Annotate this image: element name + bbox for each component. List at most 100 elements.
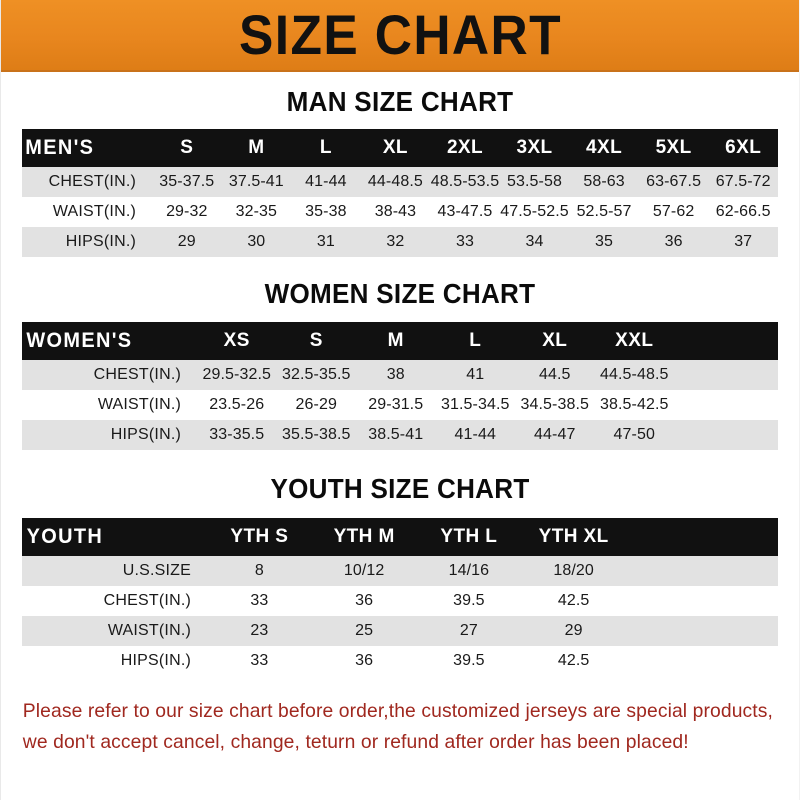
women-measurement-cell: 44.5-48.5 — [594, 360, 674, 390]
youth-measurement-cell: 39.5 — [416, 586, 522, 616]
men-size-header-5: 2XL — [446, 137, 483, 158]
men-measurement-cell: 62-66.5 — [708, 197, 778, 227]
women-size-header-4: L — [469, 330, 482, 351]
youth-size-table: YOUTH YTH S YTH M YTH L YTH XL U.S.SIZE 8 10/… — [22, 518, 778, 676]
women-measurement-cell: 35.5-38.5 — [276, 420, 356, 450]
men-row-label: WAIST(IN.) — [22, 197, 152, 227]
men-measurement-cell: 47.5-52.5 — [499, 197, 570, 227]
women-measurement-cell: 31.5-34.5 — [435, 390, 515, 420]
women-measurement-cell: 29.5-32.5 — [197, 360, 277, 390]
youth-header-filler — [626, 518, 778, 556]
women-table-body: CHEST(IN.) 29.5-32.5 32.5-35.5 38 41 44.5 44.5… — [22, 360, 778, 450]
men-measurement-cell: 35-38 — [291, 197, 361, 227]
women-header-row: WOMEN'S XS S M L XL XXL — [22, 322, 778, 360]
women-size-header-2: S — [309, 330, 323, 351]
youth-measurement-cell: 39.5 — [416, 646, 522, 676]
women-row-header-label: WOMEN'S — [26, 329, 133, 352]
women-measurement-cell: 41 — [435, 360, 515, 390]
table-row: CHEST(IN.) 35-37.5 37.5-41 41-44 44-48.5 48.5… — [22, 167, 778, 197]
youth-measurement-cell: 33 — [207, 646, 312, 676]
women-row-label: HIPS(IN.) — [22, 420, 197, 450]
youth-row-label: WAIST(IN.) — [22, 616, 207, 646]
men-size-header-6: 3XL — [516, 137, 553, 158]
youth-cell-filler — [626, 646, 778, 676]
men-measurement-cell: 58-63 — [569, 167, 639, 197]
women-size-header-1: XS — [223, 330, 250, 351]
youth-header-row: YOUTH YTH S YTH M YTH L YTH XL — [22, 518, 778, 556]
men-measurement-cell: 34 — [499, 227, 570, 257]
table-row: HIPS(IN.) 33 36 39.5 42.5 — [22, 646, 778, 676]
women-measurement-cell: 29-31.5 — [356, 390, 436, 420]
men-measurement-cell: 41-44 — [291, 167, 361, 197]
women-measurement-cell: 41-44 — [435, 420, 515, 450]
youth-table-body: U.S.SIZE 8 10/12 14/16 18/20 CHEST(IN.) 33 36 39… — [22, 556, 778, 676]
men-section-title: MAN SIZE CHART — [286, 86, 514, 117]
youth-measurement-cell: 42.5 — [521, 646, 626, 676]
men-size-table: MEN'S S M L XL 2XL 3XL 4XL 5XL 6XL CHEST(IN.) 35-… — [22, 129, 778, 257]
men-measurement-cell: 67.5-72 — [708, 167, 778, 197]
youth-size-header-3: YTH L — [440, 526, 498, 547]
women-section-title: WOMEN SIZE CHART — [264, 278, 536, 309]
women-measurement-cell: 44-47 — [515, 420, 595, 450]
order-policy-note-line-2: we don't accept cancel, change, teturn o… — [22, 731, 689, 753]
men-size-header-8: 5XL — [655, 137, 692, 158]
youth-measurement-cell: 42.5 — [521, 586, 626, 616]
women-size-header-6: XXL — [615, 330, 654, 351]
table-row: WAIST(IN.) 23 25 27 29 — [22, 616, 778, 646]
youth-cell-filler — [626, 616, 778, 646]
men-measurement-cell: 37.5-41 — [221, 167, 292, 197]
women-measurement-cell: 32.5-35.5 — [276, 360, 356, 390]
youth-row-label: HIPS(IN.) — [22, 646, 207, 676]
youth-row-label: U.S.SIZE — [22, 556, 207, 586]
table-row: CHEST(IN.) 29.5-32.5 32.5-35.5 38 41 44.5 44.5… — [22, 360, 778, 390]
youth-cell-filler — [626, 556, 778, 586]
women-cell-filler — [674, 360, 778, 390]
page-title: SIZE CHART — [238, 3, 562, 66]
men-header-row: MEN'S S M L XL 2XL 3XL 4XL 5XL 6XL — [22, 129, 778, 167]
women-header-filler — [674, 322, 778, 360]
table-row: CHEST(IN.) 33 36 39.5 42.5 — [22, 586, 778, 616]
women-size-table: WOMEN'S XS S M L XL XXL CHEST(IN.) 29.5-32.5 32… — [22, 322, 778, 450]
women-measurement-cell: 38.5-42.5 — [594, 390, 674, 420]
youth-size-header-1: YTH S — [230, 526, 289, 547]
men-measurement-cell: 53.5-58 — [499, 167, 570, 197]
men-measurement-cell: 48.5-53.5 — [430, 167, 500, 197]
men-size-header-7: 4XL — [586, 137, 623, 158]
women-row-label: CHEST(IN.) — [22, 360, 197, 390]
women-table-head: WOMEN'S XS S M L XL XXL — [22, 322, 778, 360]
youth-size-header-4: YTH XL — [538, 526, 609, 547]
women-measurement-cell: 44.5 — [515, 360, 595, 390]
order-policy-note: Please refer to our size chart before or… — [1, 696, 791, 758]
women-cell-filler — [674, 420, 778, 450]
men-row-header-label: MEN'S — [25, 136, 95, 159]
women-cell-filler — [674, 390, 778, 420]
men-measurement-cell: 44-48.5 — [360, 167, 431, 197]
women-measurement-cell: 26-29 — [276, 390, 356, 420]
table-row: WAIST(IN.) 23.5-26 26-29 29-31.5 31.5-34.5 34… — [22, 390, 778, 420]
youth-measurement-cell: 25 — [311, 616, 417, 646]
table-row: HIPS(IN.) 33-35.5 35.5-38.5 38.5-41 41-44 44-… — [22, 420, 778, 450]
youth-measurement-cell: 8 — [207, 556, 312, 586]
youth-section-title: YOUTH SIZE CHART — [270, 473, 530, 504]
youth-measurement-cell: 27 — [416, 616, 522, 646]
men-measurement-cell: 33 — [430, 227, 500, 257]
youth-size-header-2: YTH M — [333, 526, 395, 547]
women-measurement-cell: 34.5-38.5 — [515, 390, 595, 420]
men-measurement-cell: 43-47.5 — [430, 197, 500, 227]
men-size-header-2: M — [248, 137, 265, 158]
women-measurement-cell: 38 — [356, 360, 436, 390]
men-size-header-4: XL — [382, 137, 408, 158]
men-measurement-cell: 38-43 — [360, 197, 431, 227]
men-measurement-cell: 31 — [291, 227, 361, 257]
women-size-header-5: XL — [542, 330, 568, 351]
men-measurement-cell: 29 — [152, 227, 222, 257]
men-table-head: MEN'S S M L XL 2XL 3XL 4XL 5XL 6XL — [22, 129, 778, 167]
youth-cell-filler — [626, 586, 778, 616]
men-measurement-cell: 35-37.5 — [152, 167, 222, 197]
men-measurement-cell: 30 — [221, 227, 292, 257]
women-measurement-cell: 38.5-41 — [356, 420, 436, 450]
youth-measurement-cell: 29 — [521, 616, 626, 646]
youth-measurement-cell: 10/12 — [311, 556, 417, 586]
men-measurement-cell: 32-35 — [221, 197, 292, 227]
